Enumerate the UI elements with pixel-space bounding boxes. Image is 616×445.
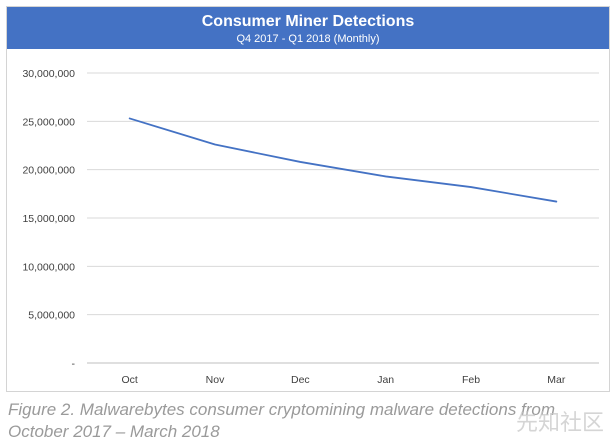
chart-title: Consumer Miner Detections (201, 13, 415, 30)
y-tick-label: 30,000,000 (22, 68, 75, 80)
figure-caption: Figure 2. Malwarebytes consumer cryptomi… (8, 400, 556, 441)
x-tick-label: Mar (547, 374, 566, 386)
y-tick-label: 25,000,000 (22, 116, 75, 128)
x-tick-label: Dec (291, 374, 310, 386)
y-tick-label: - (72, 358, 76, 370)
chart-container: Consumer Miner Detections Q4 2017 - Q1 2… (6, 6, 610, 392)
x-tick-label: Feb (462, 374, 480, 386)
x-tick-label: Oct (121, 374, 137, 386)
chart-header: Consumer Miner Detections Q4 2017 - Q1 2… (7, 7, 609, 49)
y-tick-label: 20,000,000 (22, 165, 75, 177)
y-tick-label: 15,000,000 (22, 213, 75, 225)
series-line (128, 117, 558, 203)
y-tick-label: 10,000,000 (22, 261, 75, 273)
line-chart: - 5,000,000 10,000,000 15,000,000 20,000,000… (22, 68, 599, 386)
watermark: 先知社区 (515, 410, 604, 435)
x-tick-label: Nov (206, 374, 225, 386)
chart-subtitle: Q4 2017 - Q1 2018 (Monthly) (236, 33, 380, 45)
x-tick-label: Jan (377, 374, 394, 386)
y-tick-label: 5,000,000 (28, 310, 75, 322)
